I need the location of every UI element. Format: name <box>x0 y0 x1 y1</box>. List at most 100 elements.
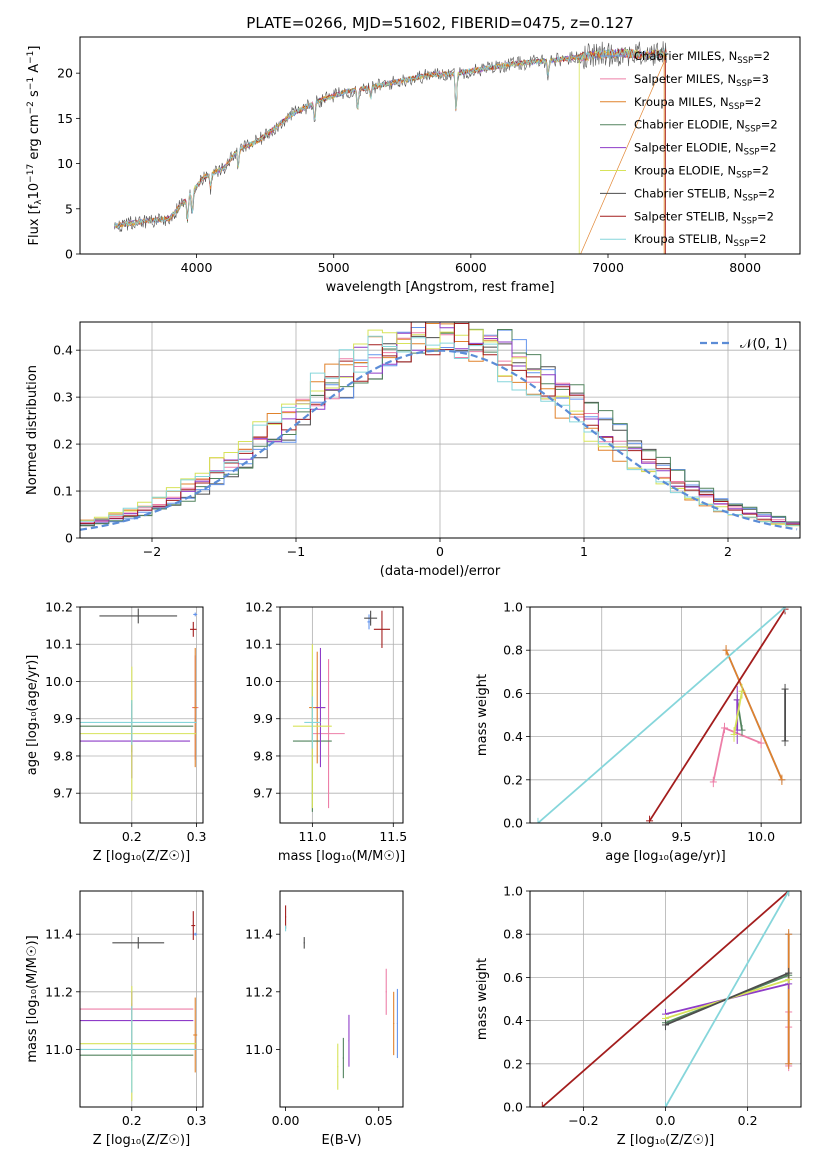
spectrum-line <box>113 48 667 229</box>
x-axis-label: Z [log₁₀(Z/Z☉)] <box>93 849 190 864</box>
legend-spectrum: Chabrier MILES, NSSP=2 Salpeter MILES, NS… <box>600 49 778 249</box>
weight-series <box>646 607 789 823</box>
x-tick-label: 0.2 <box>122 829 142 844</box>
x-axis-label: (data-model)/error <box>380 564 501 579</box>
errorbar-point <box>80 700 197 745</box>
y-tick-label: 9.7 <box>253 786 273 801</box>
y-tick-label: 0 <box>65 247 73 262</box>
spectrum-line <box>113 47 667 229</box>
y-tick-label: 0.2 <box>503 772 523 787</box>
errorbar-point <box>193 932 198 936</box>
spectrum-line <box>113 48 667 230</box>
chart-residuals: −2 −1 0 1 2 0 0.1 0.2 0.3 0.4 (data-model)/error No… <box>25 321 801 579</box>
legend-entry: Chabrier MILES, NSSP=2 <box>634 49 770 66</box>
y-tick-label: 11.4 <box>245 927 273 942</box>
weight-series <box>730 683 746 742</box>
y-tick-label: 11.0 <box>245 1042 273 1057</box>
y-tick-label: 0.4 <box>53 343 73 358</box>
spectrum-line <box>114 48 667 229</box>
y-tick-label: 0.8 <box>503 927 523 942</box>
x-tick-label: 0.0 <box>656 1113 676 1128</box>
x-axis-label: Z [log₁₀(Z/Z☉)] <box>617 1133 714 1148</box>
x-axis-label: E(B-V) <box>321 1133 361 1148</box>
x-tick-label: 5000 <box>318 260 350 275</box>
weight-series <box>781 683 789 747</box>
errorbar-point <box>285 905 287 929</box>
histogram-5 <box>80 329 800 527</box>
legend-entry: Chabrier ELODIE, NSSP=2 <box>634 118 778 135</box>
weight-series <box>785 929 793 1069</box>
y-tick-label: 20 <box>57 66 73 81</box>
legend-entry: Salpeter MILES, NSSP=3 <box>634 72 769 89</box>
errorbar-point <box>112 937 165 949</box>
y-tick-label: 11.0 <box>45 1042 73 1057</box>
x-axis-label: age [log₁₀(age/yr)] <box>605 849 726 864</box>
x-axis-label: mass [log₁₀(M/M☉)] <box>278 849 405 864</box>
weight-line <box>664 891 790 1107</box>
chart-mass-vs-EBV: 0.00 0.05 11.0 11.2 11.4 E(B-V) <box>245 890 404 1148</box>
x-tick-label: 1 <box>580 544 588 559</box>
y-tick-label: 0.2 <box>53 437 73 452</box>
x-tick-label: 0.3 <box>187 829 207 844</box>
legend-entry: 𝒩(0, 1) <box>740 337 787 352</box>
y-tick-label: 10.0 <box>45 674 73 689</box>
spectrum-line <box>114 41 667 233</box>
y-tick-label: 1.0 <box>503 884 523 899</box>
axes-frame <box>279 606 404 824</box>
y-tick-label: 11.4 <box>45 927 73 942</box>
axes-frame <box>79 36 801 255</box>
y-tick-label: 9.9 <box>53 711 73 726</box>
plot-area-spectrum <box>113 41 667 254</box>
axes-frame <box>79 321 801 539</box>
axes-frame <box>529 890 802 1108</box>
plot-area-weight-vs-Z <box>538 891 793 1107</box>
chart-age-vs-mass: 11.0 11.5 9.7 9.8 9.9 10.0 10.1 10.2 mass [log₁₀… <box>245 600 407 865</box>
errorbar-point <box>80 1006 197 1093</box>
weight-line <box>541 891 790 1107</box>
y-tick-label: 9.8 <box>253 748 273 763</box>
axes-frame <box>79 606 204 824</box>
weight-series <box>534 607 789 823</box>
y-tick-label: 0.8 <box>503 643 523 658</box>
plot-area-age-vs-Z <box>80 608 199 801</box>
y-tick-label: 0.2 <box>503 1056 523 1071</box>
y-tick-label: 10.1 <box>45 637 73 652</box>
x-tick-label: 9.5 <box>671 829 691 844</box>
errorbar-point <box>193 997 198 1073</box>
y-tick-label: 10.2 <box>245 600 273 615</box>
errorbar-point <box>303 937 305 949</box>
y-tick-label: 5 <box>65 201 73 216</box>
chart-weight-vs-Z: −0.2 0.0 0.2 0.0 0.2 0.4 0.6 0.8 1.0 Z [log₁₀(Z/Z… <box>475 884 802 1148</box>
x-tick-label: −1 <box>287 544 305 559</box>
chart-mass-vs-Z: 0.2 0.3 11.0 11.2 11.4 Z [log₁₀(Z/Z☉)] mass [l… <box>25 890 206 1148</box>
y-axis-label: mass [log₁₀(M/M☉)] <box>25 935 40 1062</box>
y-tick-label: 9.7 <box>53 786 73 801</box>
y-tick-label: 0.4 <box>503 729 523 744</box>
y-axis-label: mass weight <box>475 958 490 1040</box>
chart-weight-vs-age: 9.0 9.5 10.0 0.0 0.2 0.4 0.6 0.8 1.0 age [log₁₀(a… <box>475 600 802 864</box>
x-tick-label: −0.2 <box>568 1113 598 1128</box>
y-tick-label: 10.0 <box>245 674 273 689</box>
errorbar-point <box>337 1043 339 1090</box>
x-tick-label: 10.0 <box>747 829 775 844</box>
chart-spectrum: 4000 5000 6000 7000 8000 0 5 10 15 20 wavelength [… <box>26 36 801 295</box>
legend-entry: Kroupa ELODIE, NSSP=2 <box>634 164 769 181</box>
weight-line <box>725 649 783 781</box>
x-tick-label: 0.05 <box>365 1113 393 1128</box>
errorbar-point <box>393 991 395 1056</box>
normal-curve <box>80 349 798 531</box>
y-tick-label: 0.0 <box>503 1100 523 1115</box>
x-tick-label: 0.2 <box>738 1113 758 1128</box>
x-tick-label: 11.0 <box>298 829 326 844</box>
errorbar-point <box>193 647 198 768</box>
y-tick-label: 11.2 <box>245 984 273 999</box>
y-tick-label: 15 <box>57 111 73 126</box>
y-axis-label: mass weight <box>475 674 490 756</box>
x-axis-label: Z [log₁₀(Z/Z☉)] <box>93 1133 190 1148</box>
errorbar-point <box>364 610 378 626</box>
y-tick-label: 11.2 <box>45 984 73 999</box>
plot-area-residuals <box>80 322 800 531</box>
y-tick-label: 10.2 <box>45 600 73 615</box>
chart-age-vs-Z: 0.2 0.3 9.7 9.8 9.9 10.0 10.1 10.2 Z [log₁₀(Z/Z☉… <box>25 600 206 865</box>
weight-series <box>709 722 765 788</box>
